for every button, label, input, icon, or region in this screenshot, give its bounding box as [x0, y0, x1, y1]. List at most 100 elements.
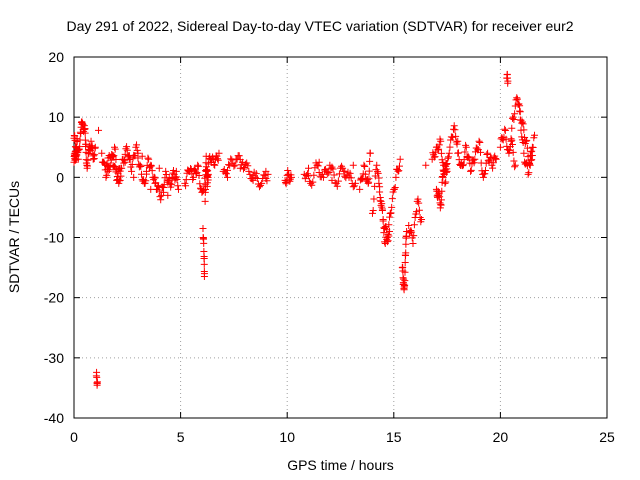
data-point: [128, 167, 136, 175]
data-point: [523, 144, 531, 152]
data-point: [134, 149, 142, 157]
data-point: [460, 156, 468, 164]
data-point: [395, 162, 403, 170]
data-point: [476, 139, 484, 147]
data-point: [409, 240, 417, 248]
data-point: [524, 170, 532, 178]
data-point: [81, 129, 89, 137]
data-point: [375, 179, 383, 187]
data-point: [282, 179, 290, 187]
data-point: [395, 167, 403, 175]
data-point: [241, 164, 249, 172]
data-point: [383, 226, 391, 234]
data-point: [471, 155, 479, 163]
data-point: [162, 170, 170, 178]
data-point: [73, 144, 81, 152]
data-point: [454, 137, 462, 145]
data-point: [200, 260, 208, 268]
data-point: [314, 162, 322, 170]
data-point: [445, 153, 453, 161]
data-point: [349, 161, 357, 169]
data-point: [504, 77, 512, 85]
data-point: [438, 156, 446, 164]
data-point: [479, 173, 487, 181]
data-point: [235, 152, 243, 160]
data-point: [142, 167, 150, 175]
data-point: [106, 166, 114, 174]
plot-frame: [73, 56, 608, 419]
data-point: [450, 122, 458, 130]
data-point: [173, 176, 181, 184]
data-point: [401, 268, 409, 276]
data-point: [330, 171, 338, 179]
data-point: [164, 191, 172, 199]
data-point: [133, 146, 141, 154]
data-point: [385, 221, 393, 229]
data-point: [489, 164, 497, 172]
data-point: [130, 173, 138, 181]
data-point: [341, 167, 349, 175]
data-point: [200, 270, 208, 278]
data-point: [368, 209, 376, 217]
data-point: [324, 170, 332, 178]
data-point: [436, 193, 444, 201]
data-point: [376, 188, 384, 196]
data-point: [437, 137, 445, 145]
data-point: [467, 167, 475, 175]
data-point: [431, 153, 439, 161]
data-point: [111, 162, 119, 170]
data-point: [396, 155, 404, 163]
data-point: [142, 177, 150, 185]
data-point: [174, 182, 182, 190]
data-point: [315, 158, 323, 166]
data-point: [516, 108, 524, 116]
data-point: [182, 176, 190, 184]
data-point: [452, 132, 460, 140]
data-point: [160, 188, 168, 196]
data-point: [194, 161, 202, 169]
data-point: [385, 232, 393, 240]
data-point: [182, 182, 190, 190]
data-point: [220, 165, 228, 173]
data-point: [392, 173, 400, 181]
data-point: [147, 162, 155, 170]
data-point: [172, 174, 180, 182]
data-point: [511, 163, 519, 171]
data-point: [526, 159, 534, 167]
x-tick-label: 25: [599, 429, 615, 445]
data-point: [528, 147, 536, 155]
data-point: [462, 141, 470, 149]
data-point: [116, 167, 124, 175]
data-point: [402, 240, 410, 248]
data-point: [523, 159, 531, 167]
data-point: [491, 155, 499, 163]
x-axis-label: GPS time / hours: [287, 457, 394, 473]
data-point: [87, 137, 95, 145]
data-point: [334, 177, 342, 185]
data-point: [391, 185, 399, 193]
data-point: [148, 167, 156, 175]
data-point: [477, 148, 485, 156]
data-point: [518, 119, 526, 127]
data-point: [194, 162, 202, 170]
data-point: [401, 277, 409, 285]
data-point: [120, 159, 128, 167]
data-point: [449, 125, 457, 133]
x-tick-label: 15: [386, 429, 402, 445]
data-point: [305, 164, 313, 172]
data-point: [224, 166, 232, 174]
data-point: [522, 137, 530, 145]
data-point: [360, 161, 368, 169]
data-point: [93, 378, 101, 386]
data-point: [514, 100, 522, 108]
data-point: [214, 156, 222, 164]
data-point: [200, 239, 208, 247]
y-tick-label: -30: [44, 350, 64, 366]
data-point: [162, 167, 170, 175]
data-point: [196, 180, 204, 188]
x-tick-label: 0: [70, 429, 78, 445]
data-point: [461, 148, 469, 156]
data-point: [475, 137, 483, 145]
data-point: [328, 176, 336, 184]
